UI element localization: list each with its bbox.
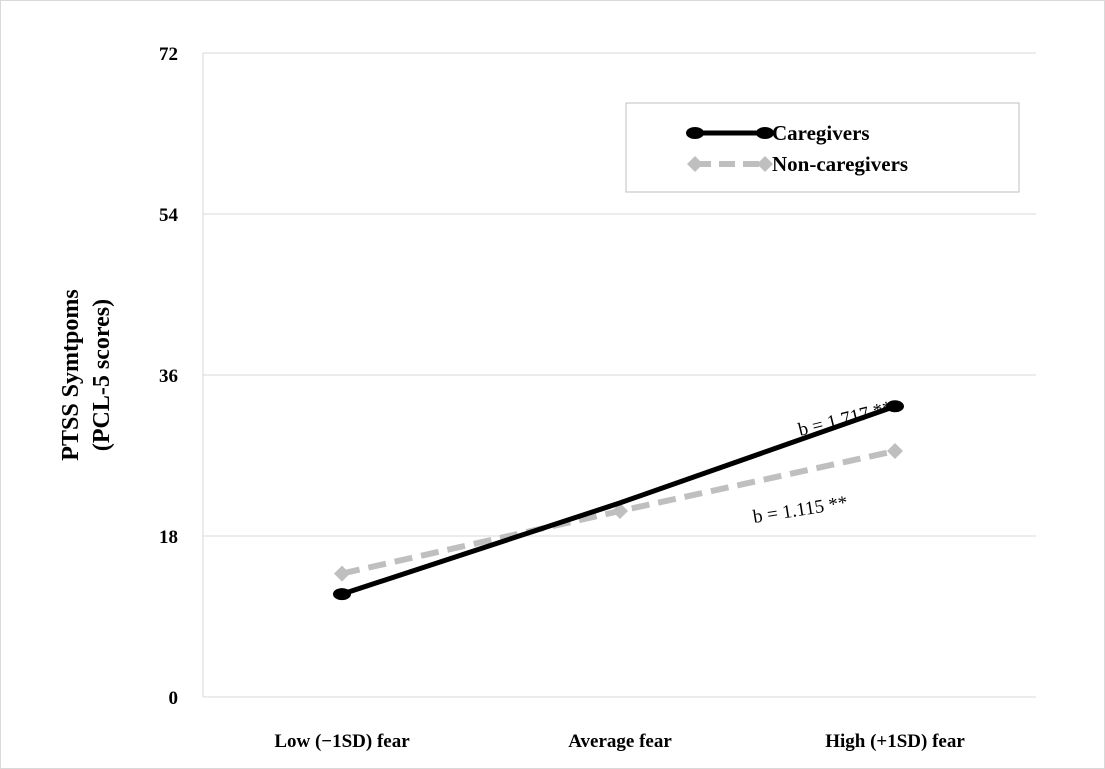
legend-label: Non-caregivers (772, 152, 908, 176)
slope-annotations: b = 1.717 ** b = 1.115 ** (751, 397, 894, 528)
legend-entry-non-caregivers: Non-caregivers (687, 152, 908, 176)
legend-label: Caregivers (772, 121, 870, 145)
x-tick-label: Low (−1SD) fear (274, 731, 410, 752)
y-tick-label: 72 (159, 44, 178, 65)
y-tick-label: 18 (159, 527, 178, 548)
non-caregivers-slope-label: b = 1.115 ** (751, 492, 849, 528)
legend-swatch-marker (687, 156, 703, 172)
x-tick-label: High (+1SD) fear (825, 731, 965, 752)
y-tick-label: 0 (169, 688, 179, 709)
data-point (886, 400, 904, 413)
x-axis-tick-labels: Low (−1SD) fear Average fear High (+1SD) f… (274, 731, 965, 752)
series-caregivers (333, 400, 904, 601)
y-axis-label-line-2: (PCL-5 scores) (89, 299, 115, 451)
y-tick-label: 54 (159, 205, 179, 226)
legend-entry-caregivers: Caregivers (686, 121, 870, 145)
data-point (334, 565, 350, 582)
caregivers-slope-label: b = 1.717 ** (796, 397, 894, 441)
y-tick-label: 36 (159, 366, 178, 387)
gridlines (202, 52, 1036, 698)
y-axis-label: PTSS Symtpoms (PCL-5 scores) (58, 289, 115, 460)
data-point (887, 443, 903, 460)
y-axis-label-line-1: PTSS Symtpoms (58, 289, 84, 460)
data-point (612, 502, 628, 519)
data-point (333, 588, 351, 601)
series-lines (333, 400, 904, 601)
series-line (341, 403, 896, 597)
legend: Caregivers Non-caregivers (625, 102, 1020, 193)
legend-swatch-marker (757, 156, 773, 172)
y-axis-tick-labels: 0 18 36 54 72 (159, 44, 179, 709)
series-non-caregivers (334, 443, 903, 582)
legend-box (625, 102, 1020, 193)
legend-swatch-marker (756, 127, 774, 139)
legend-swatch-marker (686, 127, 704, 139)
legend-entries: Caregivers Non-caregivers (686, 121, 908, 176)
x-tick-label: Average fear (568, 731, 672, 752)
